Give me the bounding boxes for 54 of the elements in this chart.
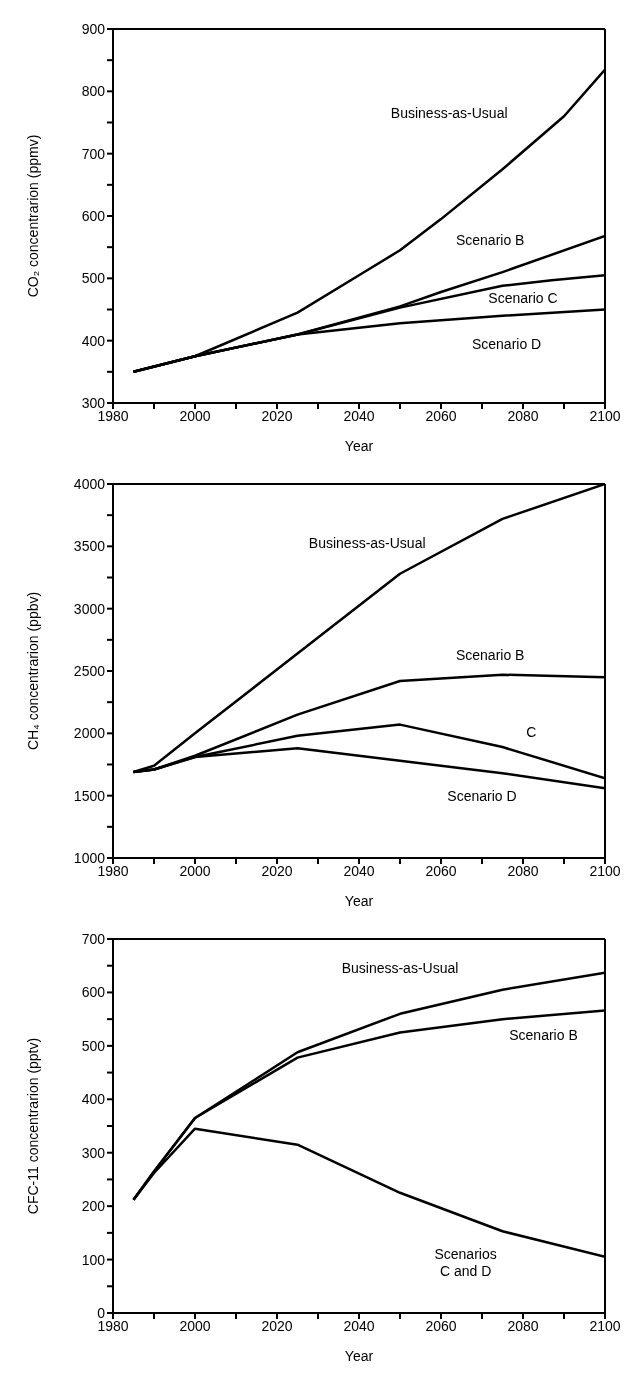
x-axis-title: Year [344, 893, 374, 909]
x-tick-label: 2080 [507, 862, 539, 879]
x-tick-label: 2020 [261, 407, 293, 424]
series-label: Business-as-Usual [308, 534, 426, 551]
x-tick-label: 2100 [589, 862, 621, 879]
y-tick-label: 1500 [73, 787, 106, 804]
x-tick-label: 2060 [425, 407, 457, 424]
series-label: Scenario C [488, 290, 558, 307]
x-tick-label: 2000 [179, 1317, 211, 1334]
x-tick-label: 2080 [507, 1317, 539, 1334]
y-tick-label: 4000 [73, 475, 106, 492]
series-label: Scenario B [455, 646, 525, 663]
x-axis-title: Year [344, 1348, 374, 1364]
x-axis-title: Year [344, 438, 374, 454]
series-label: Scenario B [455, 231, 525, 248]
x-tick-label: 2040 [343, 407, 375, 424]
x-tick-label: 2040 [343, 1317, 375, 1334]
series-label: Business-as-Usual [341, 960, 459, 977]
y-tick-label: 3500 [73, 538, 106, 555]
y-tick-label: 600 [81, 207, 106, 224]
x-tick-label: 2100 [589, 407, 621, 424]
x-tick-label: 2060 [425, 862, 457, 879]
x-tick-label: 2020 [261, 862, 293, 879]
y-tick-label: 800 [81, 83, 106, 100]
y-axis-title: CO₂ concentrarion (ppmv) [24, 134, 41, 298]
y-tick-label: 700 [81, 930, 106, 947]
y-tick-label: 2500 [73, 662, 106, 679]
series-label: Scenario B [509, 1027, 578, 1044]
x-tick-label: 2040 [343, 862, 375, 879]
series-label: Scenarios C and D [434, 1245, 497, 1279]
x-tick-label: 2000 [179, 407, 211, 424]
y-tick-label: 2000 [73, 725, 106, 742]
y-tick-label: 700 [81, 145, 106, 162]
y-tick-label: 600 [81, 984, 106, 1001]
y-tick-label: 400 [81, 1091, 106, 1108]
y-tick-label: 500 [81, 270, 106, 287]
text: Business-as-Usual [390, 105, 508, 122]
x-tick-label: 2080 [507, 407, 539, 424]
y-tick-label: 900 [81, 20, 106, 37]
y-tick-label: 100 [81, 1251, 106, 1268]
y-tick-label: 300 [81, 1144, 106, 1161]
y-tick-label: 3000 [73, 600, 106, 617]
y-tick-label: 500 [81, 1037, 106, 1054]
series-label: Scenario D [471, 335, 542, 352]
y-axis-title: CFC-11 concentrarion (pptv) [24, 1037, 41, 1215]
y-tick-label: 200 [81, 1198, 106, 1215]
x-tick-label: 2060 [425, 1317, 457, 1334]
y-axis-title: CH₄ concentrarion (ppbv) [24, 591, 41, 751]
series-label: Scenario D [447, 787, 517, 804]
series-label: C [526, 724, 537, 741]
x-tick-label: 2100 [589, 1317, 621, 1334]
y-tick-label: 400 [81, 332, 106, 349]
x-tick-label: 2000 [179, 862, 211, 879]
x-tick-label: 2020 [261, 1317, 293, 1334]
